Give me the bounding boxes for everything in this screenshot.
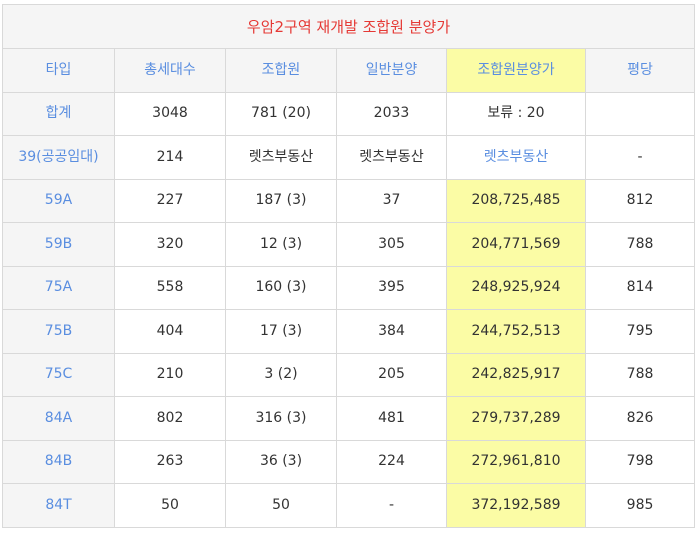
cell-type: 84B — [2, 439, 115, 484]
header-row: 타입 총세대수 조합원 일반분양 조합원분양가 평당 — [2, 48, 696, 93]
cell-price: 372,192,589 — [446, 483, 586, 528]
cell-total: 558 — [114, 265, 226, 310]
table-row: 84A 802 316 (3) 481 279,737,289 826 — [2, 396, 696, 441]
cell-member: 781 (20) — [225, 91, 337, 136]
cell-type: 75C — [2, 352, 115, 397]
cell-total: 320 — [114, 222, 226, 267]
header-general: 일반분양 — [336, 48, 447, 93]
cell-per-pyeong: 798 — [584, 439, 696, 484]
cell-member: 187 (3) — [225, 178, 337, 223]
cell-per-pyeong: 788 — [584, 352, 696, 397]
table-row: 84T 50 50 - 372,192,589 985 — [2, 483, 696, 528]
table-row: 84B 263 36 (3) 224 272,961,810 798 — [2, 439, 696, 484]
cell-member: 316 (3) — [225, 396, 337, 441]
cell-general: 37 — [336, 178, 447, 223]
cell-total: 3048 — [114, 91, 226, 136]
cell-per-pyeong: 788 — [584, 222, 696, 267]
table-row: 75C 210 3 (2) 205 242,825,917 788 — [2, 352, 696, 397]
header-per-pyeong: 평당 — [584, 48, 696, 93]
cell-price: 242,825,917 — [446, 352, 586, 397]
cell-general: 395 — [336, 265, 447, 310]
cell-member: 렛츠부동산 — [225, 135, 337, 180]
cell-type: 59B — [2, 222, 115, 267]
header-total: 총세대수 — [114, 48, 226, 93]
cell-total: 263 — [114, 439, 226, 484]
cell-member: 160 (3) — [225, 265, 337, 310]
cell-price: 204,771,569 — [446, 222, 586, 267]
price-table-container: 우암2구역 재개발 조합원 분양가 타입 총세대수 조합원 일반분양 조합원분양… — [1, 4, 696, 528]
cell-price: 279,737,289 — [446, 396, 586, 441]
cell-price: 208,725,485 — [446, 178, 586, 223]
header-type: 타입 — [2, 48, 115, 93]
table-row: 합계 3048 781 (20) 2033 보류 : 20 — [2, 91, 696, 136]
table-row: 39(공공임대) 214 렛츠부동산 렛츠부동산 렛츠부동산 - — [2, 135, 696, 180]
cell-price: 244,752,513 — [446, 309, 586, 354]
cell-total: 50 — [114, 483, 226, 528]
cell-per-pyeong — [584, 91, 696, 136]
cell-general: 205 — [336, 352, 447, 397]
cell-type: 75A — [2, 265, 115, 310]
cell-per-pyeong: 826 — [584, 396, 696, 441]
cell-per-pyeong: - — [584, 135, 696, 180]
table-row: 75B 404 17 (3) 384 244,752,513 795 — [2, 309, 696, 354]
cell-general: 305 — [336, 222, 447, 267]
cell-type: 합계 — [2, 91, 115, 136]
cell-general: 2033 — [336, 91, 447, 136]
table-row: 75A 558 160 (3) 395 248,925,924 814 — [2, 265, 696, 310]
cell-per-pyeong: 812 — [584, 178, 696, 223]
header-member-price: 조합원분양가 — [446, 48, 586, 93]
cell-type: 84A — [2, 396, 115, 441]
cell-per-pyeong: 814 — [584, 265, 696, 310]
cell-price: 272,961,810 — [446, 439, 586, 484]
price-table: 우암2구역 재개발 조합원 분양가 타입 총세대수 조합원 일반분양 조합원분양… — [1, 4, 696, 528]
cell-per-pyeong: 795 — [584, 309, 696, 354]
cell-type: 59A — [2, 178, 115, 223]
cell-total: 227 — [114, 178, 226, 223]
table-row: 59B 320 12 (3) 305 204,771,569 788 — [2, 222, 696, 267]
cell-general: 224 — [336, 439, 447, 484]
cell-general: 384 — [336, 309, 447, 354]
cell-price: 248,925,924 — [446, 265, 586, 310]
cell-total: 214 — [114, 135, 226, 180]
cell-general: 481 — [336, 396, 447, 441]
cell-member: 3 (2) — [225, 352, 337, 397]
header-member: 조합원 — [225, 48, 337, 93]
table-row: 59A 227 187 (3) 37 208,725,485 812 — [2, 178, 696, 223]
cell-type: 75B — [2, 309, 115, 354]
table-title: 우암2구역 재개발 조합원 분양가 — [1, 4, 696, 49]
cell-member: 12 (3) — [225, 222, 337, 267]
cell-general: 렛츠부동산 — [336, 135, 447, 180]
cell-total: 404 — [114, 309, 226, 354]
cell-total: 802 — [114, 396, 226, 441]
cell-total: 210 — [114, 352, 226, 397]
cell-member: 50 — [225, 483, 337, 528]
title-row: 우암2구역 재개발 조합원 분양가 — [1, 4, 696, 49]
cell-member: 17 (3) — [225, 309, 337, 354]
cell-price-link[interactable]: 렛츠부동산 — [446, 135, 586, 180]
cell-type: 84T — [2, 483, 115, 528]
cell-type: 39(공공임대) — [2, 135, 115, 180]
cell-price: 보류 : 20 — [446, 91, 586, 136]
cell-per-pyeong: 985 — [584, 483, 696, 528]
cell-member: 36 (3) — [225, 439, 337, 484]
cell-general: - — [336, 483, 447, 528]
